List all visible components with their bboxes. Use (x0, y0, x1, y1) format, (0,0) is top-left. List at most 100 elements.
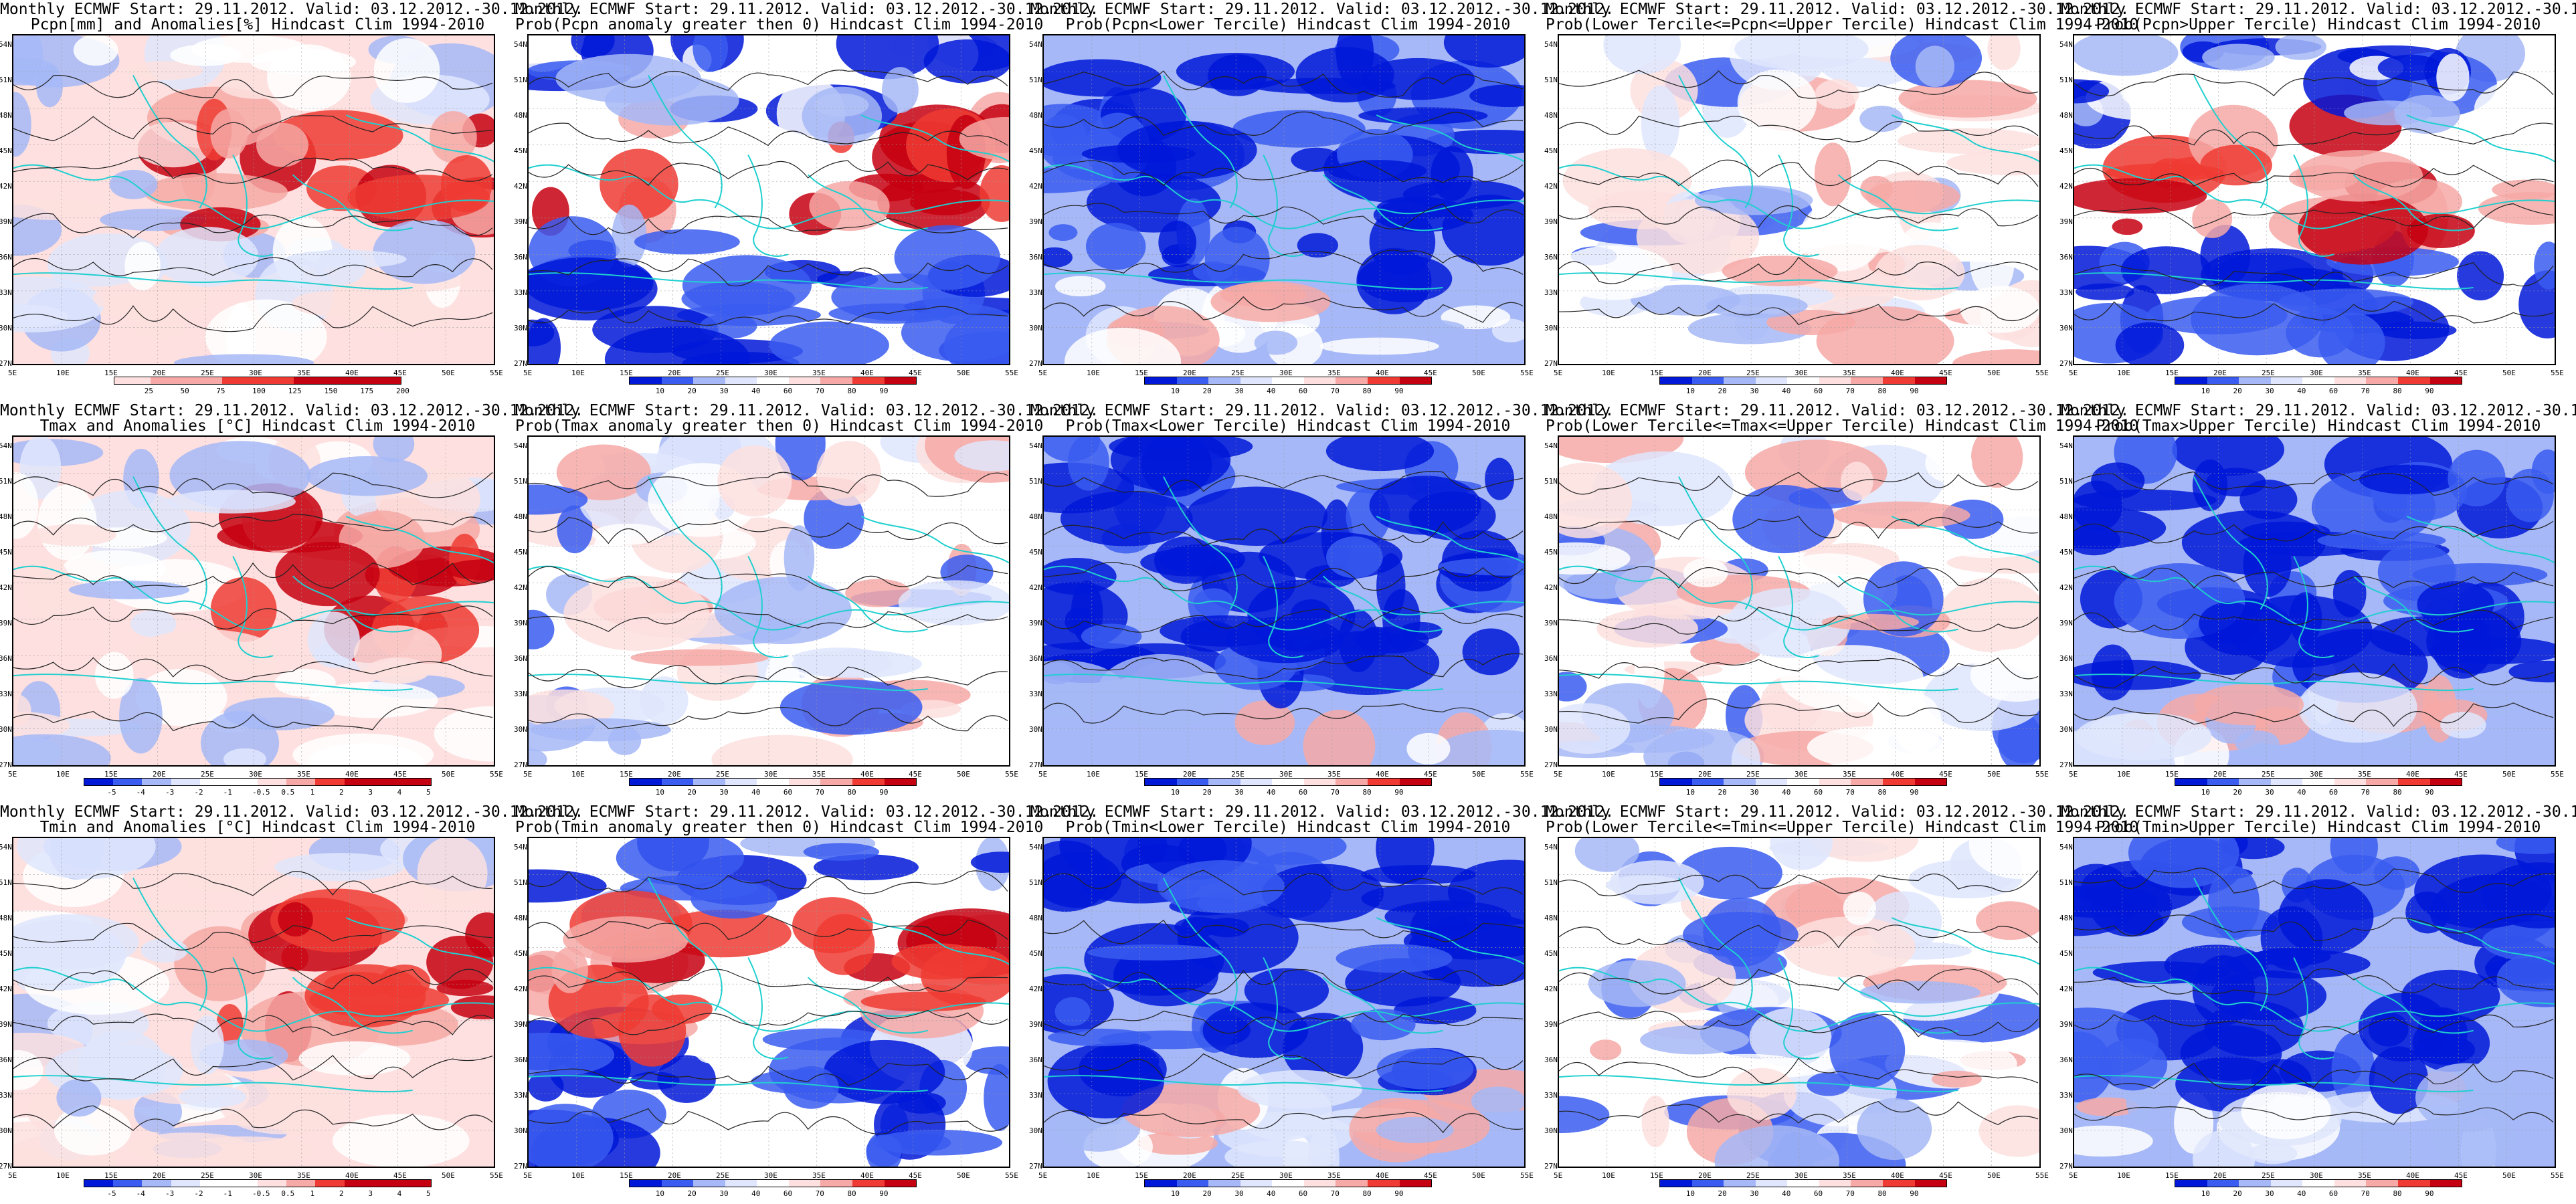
latitude-label: 48N (0, 111, 12, 120)
panel-title-model: Monthly ECMWF Start: 29.11.2012. Valid: … (515, 1, 1099, 18)
longitude-label: 55E (2551, 1171, 2564, 1180)
colorbar (629, 778, 917, 786)
longitude-label: 5E (2069, 1171, 2078, 1180)
longitude-label: 5E (523, 369, 533, 377)
longitude-label: 50E (442, 369, 455, 377)
colorbar-tick: 90 (1394, 788, 1404, 797)
longitude-label: 50E (1472, 770, 1485, 779)
latitude-label: 48N (2059, 111, 2073, 120)
latitude-label: 39N (1029, 619, 1042, 627)
colorbar (1144, 377, 1432, 385)
panel-title-variable: Prob(Tmin anomaly greater then 0) Hindca… (515, 819, 1044, 836)
latitude-label: 36N (1029, 1056, 1042, 1064)
colorbar-tick: 5 (426, 788, 431, 797)
longitude-label: 25E (201, 770, 214, 779)
latitude-label: 27N (0, 761, 12, 769)
longitude-label: 25E (201, 369, 214, 377)
colorbar-segment (1399, 1180, 1432, 1187)
longitude-label: 40E (2406, 369, 2419, 377)
colorbar-segment (661, 377, 694, 384)
panel-title-model: Monthly ECMWF Start: 29.11.2012. Valid: … (1030, 402, 1615, 419)
colorbar-tick: 80 (2393, 1189, 2402, 1198)
panel-title-variable: Prob(Pcpn anomaly greater then 0) Hindca… (515, 16, 1044, 33)
panel-title-model: Monthly ECMWF Start: 29.11.2012. Valid: … (0, 803, 584, 821)
forecast-map (1558, 837, 2041, 1168)
colorbar-tick: 70 (815, 387, 824, 395)
colorbar-segment (1303, 1180, 1336, 1187)
colorbar-segment (1819, 779, 1851, 785)
latitude-label: 30N (0, 324, 12, 332)
longitude-label: 25E (716, 1171, 729, 1180)
colorbar-tick: 10 (2201, 1189, 2211, 1198)
colorbar-tick: 70 (2361, 1189, 2370, 1198)
latitude-label: 48N (514, 914, 527, 922)
longitude-label: 40E (345, 770, 359, 779)
colorbar-segment (113, 1180, 143, 1187)
panel-title-variable: Prob(Lower Tercile<=Tmax<=Upper Tercile)… (1546, 417, 2139, 435)
colorbar-segment (1691, 1180, 1724, 1187)
latitude-label: 51N (1029, 76, 1042, 84)
colorbar-tick: 20 (1202, 387, 1212, 395)
colorbar-tick: 60 (2328, 387, 2338, 395)
longitude-label: 20E (668, 770, 681, 779)
longitude-label: 35E (1327, 369, 1341, 377)
colorbar-tick: 70 (1845, 387, 1855, 395)
longitude-label: 25E (2262, 369, 2275, 377)
latitude-label: 36N (1029, 654, 1042, 663)
colorbar-tick: 70 (1330, 1189, 1340, 1198)
latitude-label: 48N (0, 512, 12, 521)
colorbar-tick: 1 (310, 788, 315, 797)
colorbar-segment (852, 779, 885, 785)
colorbar-tick: 40 (751, 387, 761, 395)
latitude-label: 30N (1029, 725, 1042, 734)
colorbar-segment (2302, 779, 2334, 785)
longitude-label: 45E (1939, 770, 1952, 779)
colorbar-segment (258, 779, 287, 785)
colorbar-segment (2175, 779, 2207, 785)
latitude-label: 45N (514, 548, 527, 557)
colorbar-segment (852, 1180, 885, 1187)
longitude-label: 10E (571, 369, 585, 377)
longitude-label: 20E (153, 770, 166, 779)
longitude-label: 20E (1698, 770, 1712, 779)
longitude-label: 45E (1939, 369, 1952, 377)
longitude-label: 35E (1327, 1171, 1341, 1180)
colorbar-segment (2207, 779, 2239, 785)
colorbar-segment (150, 377, 186, 384)
latitude-label: 39N (2059, 217, 2073, 226)
forecast-map (1042, 435, 1526, 767)
colorbar-tick: 80 (1877, 788, 1887, 797)
colorbar-tick: 80 (1362, 387, 1372, 395)
latitude-label: 51N (514, 878, 527, 887)
colorbar-tick: -4 (136, 1189, 145, 1198)
longitude-label: 5E (1554, 369, 1563, 377)
panel-title-variable: Prob(Tmax<Lower Tercile) Hindcast Clim 1… (1065, 417, 1511, 435)
longitude-label: 55E (2035, 770, 2049, 779)
forecast-map (1558, 34, 2041, 365)
colorbar-tick: 30 (2265, 788, 2274, 797)
colorbar-segment (1303, 377, 1336, 384)
latitude-label: 51N (2059, 76, 2073, 84)
colorbar-tick: 90 (1910, 387, 1919, 395)
latitude-label: 30N (0, 725, 12, 734)
latitude-label: 30N (1544, 725, 1558, 734)
colorbar-segment (1240, 1180, 1273, 1187)
colorbar-tick: 4 (397, 1189, 402, 1198)
panel-title-model: Monthly ECMWF Start: 29.11.2012. Valid: … (2061, 402, 2576, 419)
colorbar-segment (2397, 779, 2430, 785)
longitude-label: 50E (957, 369, 970, 377)
longitude-label: 10E (571, 770, 585, 779)
longitude-label: 15E (2165, 770, 2179, 779)
longitude-label: 10E (56, 369, 70, 377)
latitude-label: 30N (514, 725, 527, 734)
longitude-label: 25E (1746, 770, 1760, 779)
colorbar-segment (2334, 377, 2367, 384)
colorbar-segment (315, 1180, 345, 1187)
longitude-label: 45E (1939, 1171, 1952, 1180)
longitude-label: 10E (1087, 770, 1100, 779)
colorbar-tick: 60 (1813, 788, 1823, 797)
longitude-label: 40E (1891, 770, 1904, 779)
forecast-panel: Monthly ECMWF Start: 29.11.2012. Valid: … (514, 401, 1099, 803)
panel-title-model: Monthly ECMWF Start: 29.11.2012. Valid: … (1546, 803, 2130, 821)
colorbar-tick: 30 (2265, 1189, 2274, 1198)
